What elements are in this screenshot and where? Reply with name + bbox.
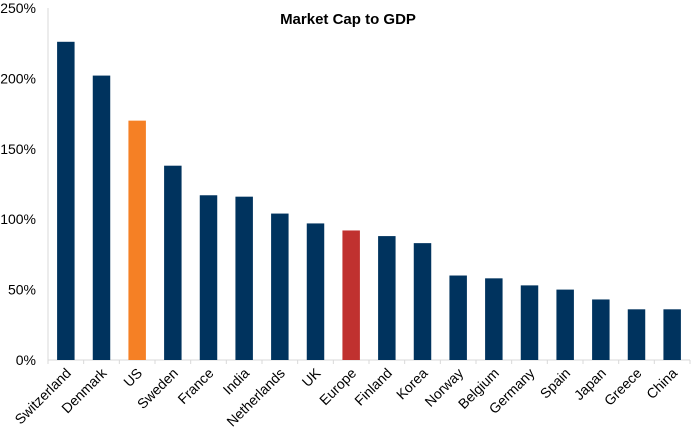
x-tick-label: UK <box>299 364 325 390</box>
bar-norway <box>449 275 467 360</box>
y-tick-label: 200% <box>0 70 36 86</box>
y-tick-label: 50% <box>8 282 36 298</box>
x-tick-label: Finland <box>351 365 395 409</box>
x-tick-label: Switzerland <box>11 365 73 427</box>
bar-denmark <box>92 75 111 361</box>
bars <box>57 41 681 361</box>
bar-china <box>663 309 681 360</box>
bar-japan <box>592 299 610 360</box>
bar-uk <box>306 223 325 360</box>
bar-netherlands <box>271 213 289 360</box>
x-tick-label: Spain <box>537 365 574 402</box>
y-tick-label: 0% <box>16 352 36 368</box>
x-tick-label: Europe <box>316 365 359 408</box>
x-tick-label: China <box>643 365 680 402</box>
y-tick-label: 250% <box>0 0 36 16</box>
y-tick-label: 100% <box>0 211 36 227</box>
y-tick-label: 150% <box>0 141 36 157</box>
x-tick-label: Greece <box>601 365 645 409</box>
bar-france <box>199 195 218 360</box>
bar-greece <box>627 309 646 360</box>
bar-europe <box>342 230 360 360</box>
bar-switzerland <box>57 41 75 361</box>
bar-germany <box>520 285 539 360</box>
bar-finland <box>378 236 396 360</box>
y-axis: 0% 50% 100% 150% 200% 250% <box>0 0 49 368</box>
x-tick-label: France <box>174 365 216 407</box>
bar-us <box>128 120 146 360</box>
bar-spain <box>556 289 574 360</box>
bar-india <box>235 196 253 360</box>
chart-title: Market Cap to GDP <box>280 11 416 28</box>
x-tick-label: US <box>120 365 145 390</box>
bar-sweden <box>164 165 182 360</box>
bar-korea <box>413 243 432 360</box>
bar-belgium <box>485 278 503 360</box>
x-axis <box>47 359 691 364</box>
